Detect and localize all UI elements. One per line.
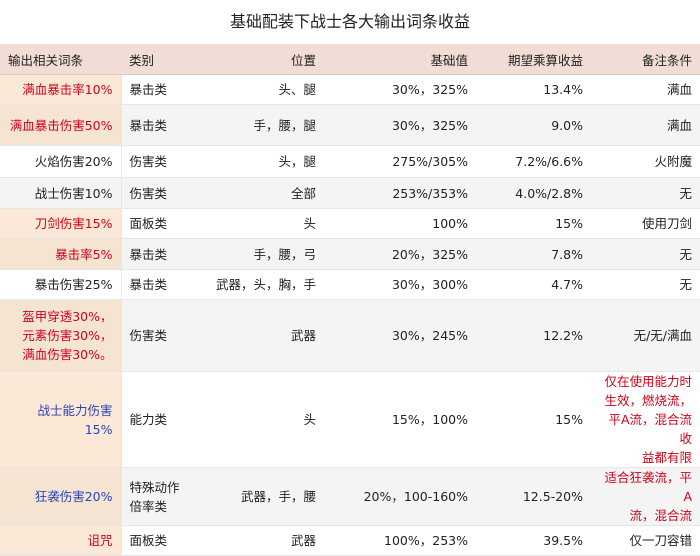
slot-cell: 头、腿 bbox=[205, 74, 324, 105]
notes-cell: 满血 bbox=[591, 104, 700, 146]
base-value-cell: 15%，100% bbox=[324, 371, 476, 468]
expected-gain-cell: 4.7% bbox=[476, 269, 591, 300]
stat-cell: 刀剑伤害15% bbox=[0, 208, 122, 239]
expected-gain-cell: 12.5-20% bbox=[476, 467, 591, 526]
expected-gain-cell: 39.5% bbox=[476, 525, 591, 556]
notes-cell: 仅在使用能力时 生效，燃烧流， 平A流，混合流收 益都有限 bbox=[591, 371, 700, 468]
stat-cell: 战士能力伤害 15% bbox=[0, 371, 122, 468]
expected-gain-cell: 12.2% bbox=[476, 299, 591, 372]
expected-gain-cell: 7.2%/6.6% bbox=[476, 145, 591, 178]
notes-cell: 无 bbox=[591, 269, 700, 300]
category-cell: 面板类 bbox=[121, 208, 205, 239]
header-base-value: 基础值 bbox=[324, 44, 476, 75]
table-body: 满血暴击率10% 暴击类 头、腿 30%，325% 13.4% 满血 满血暴击伤害50% 暴击… bbox=[0, 74, 700, 556]
category-cell: 伤害类 bbox=[121, 177, 205, 209]
base-value-cell: 30%，300% bbox=[324, 269, 476, 300]
notes-cell: 使用刀剑 bbox=[591, 208, 700, 239]
table-row: 满血暴击率10% 暴击类 头、腿 30%，325% 13.4% 满血 bbox=[0, 74, 700, 105]
header-row: 输出相关词条 类别 位置 基础值 期望乘算收益 备注条件 bbox=[0, 44, 700, 75]
base-value-cell: 253%/353% bbox=[324, 177, 476, 209]
expected-gain-cell: 7.8% bbox=[476, 238, 591, 270]
notes-cell: 适合狂袭流，平A 流，混合流 bbox=[591, 467, 700, 526]
base-value-cell: 100% bbox=[324, 208, 476, 239]
header-notes: 备注条件 bbox=[591, 44, 700, 75]
notes-cell: 无/无/满血 bbox=[591, 299, 700, 372]
stat-cell: 暴击率5% bbox=[0, 238, 122, 270]
slot-cell: 武器，头，胸，手 bbox=[205, 269, 324, 300]
expected-gain-cell: 9.0% bbox=[476, 104, 591, 146]
header-stat: 输出相关词条 bbox=[0, 44, 121, 75]
notes-cell: 满血 bbox=[591, 74, 700, 105]
notes-cell: 仅一刀容错 bbox=[591, 525, 700, 556]
table-row: 盔甲穿透30%， 元素伤害30%， 满血伤害30%。 伤害类 武器 30%，245% 12.… bbox=[0, 299, 700, 372]
header-slot: 位置 bbox=[205, 44, 324, 75]
category-cell: 伤害类 bbox=[121, 145, 205, 178]
slot-cell: 武器，手，腰 bbox=[205, 467, 324, 526]
expected-gain-cell: 13.4% bbox=[476, 74, 591, 105]
notes-cell: 无 bbox=[591, 238, 700, 270]
category-cell: 特殊动作 倍率类 bbox=[121, 467, 205, 526]
stat-cell: 战士伤害10% bbox=[0, 177, 122, 209]
stat-cell: 火焰伤害20% bbox=[0, 145, 122, 178]
stat-cell: 满血暴击伤害50% bbox=[0, 104, 122, 146]
table-title: 基础配装下战士各大输出词条收益 bbox=[229, 12, 470, 31]
base-value-cell: 275%/305% bbox=[324, 145, 476, 178]
slot-cell: 手，腰，腿 bbox=[205, 104, 324, 146]
category-cell: 暴击类 bbox=[121, 269, 205, 300]
base-value-cell: 20%，100-160% bbox=[324, 467, 476, 526]
stat-cell: 盔甲穿透30%， 元素伤害30%， 满血伤害30%。 bbox=[0, 299, 122, 372]
table-row: 狂袭伤害20% 特殊动作 倍率类 武器，手，腰 20%，100-160% 12.5-20%… bbox=[0, 467, 700, 526]
base-value-cell: 30%，325% bbox=[324, 104, 476, 146]
base-value-cell: 100%，253% bbox=[324, 525, 476, 556]
stat-cell: 诅咒 bbox=[0, 525, 122, 556]
header-expected-gain: 期望乘算收益 bbox=[476, 44, 591, 75]
notes-cell: 无 bbox=[591, 177, 700, 209]
header-category: 类别 bbox=[121, 44, 205, 75]
table-row: 火焰伤害20% 伤害类 头，腿 275%/305% 7.2%/6.6% 火附魔 bbox=[0, 145, 700, 178]
stat-cell: 满血暴击率10% bbox=[0, 74, 122, 105]
expected-gain-cell: 15% bbox=[476, 208, 591, 239]
category-cell: 伤害类 bbox=[121, 299, 205, 372]
slot-cell: 头 bbox=[205, 208, 324, 239]
gain-table: 输出相关词条 类别 位置 基础值 期望乘算收益 备注条件 满血暴击率10% 暴击类… bbox=[0, 44, 700, 556]
slot-cell: 武器 bbox=[205, 525, 324, 556]
category-cell: 暴击类 bbox=[121, 104, 205, 146]
category-cell: 面板类 bbox=[121, 525, 205, 556]
table-row: 刀剑伤害15% 面板类头 100% 15% 使用刀剑 bbox=[0, 208, 700, 239]
base-value-cell: 30%，325% bbox=[324, 74, 476, 105]
expected-gain-cell: 4.0%/2.8% bbox=[476, 177, 591, 209]
expected-gain-cell: 15% bbox=[476, 371, 591, 468]
base-value-cell: 20%，325% bbox=[324, 238, 476, 270]
slot-cell: 头 bbox=[205, 371, 324, 468]
table-row: 战士能力伤害 15% 能力类头 15%，100% 15% 仅在使用能力时 生效，燃烧流， 平A… bbox=[0, 371, 700, 468]
slot-cell: 头，腿 bbox=[205, 145, 324, 178]
slot-cell: 手，腰，弓 bbox=[205, 238, 324, 270]
notes-cell: 火附魔 bbox=[591, 145, 700, 178]
category-cell: 暴击类 bbox=[121, 238, 205, 270]
slot-cell: 全部 bbox=[205, 177, 324, 209]
stat-cell: 暴击伤害25% bbox=[0, 269, 122, 300]
table-row: 战士伤害10% 伤害类 全部 253%/353% 4.0%/2.8% 无 bbox=[0, 177, 700, 209]
table-row: 满血暴击伤害50% 暴击类 手，腰，腿 30%，325% 9.0% 满血 bbox=[0, 104, 700, 146]
category-cell: 暴击类 bbox=[121, 74, 205, 105]
slot-cell: 武器 bbox=[205, 299, 324, 372]
table-row: 暴击率5% 暴击类 手，腰，弓 20%，325% 7.8% 无 bbox=[0, 238, 700, 270]
stat-cell: 狂袭伤害20% bbox=[0, 467, 122, 526]
table-row: 诅咒 面板类 武器 100%，253% 39.5% 仅一刀容错 bbox=[0, 525, 700, 556]
base-value-cell: 30%，245% bbox=[324, 299, 476, 372]
category-cell: 能力类 bbox=[121, 371, 205, 468]
table-row: 暴击伤害25% 暴击类 武器，头，胸，手 30%，300% 4.7% 无 bbox=[0, 269, 700, 300]
